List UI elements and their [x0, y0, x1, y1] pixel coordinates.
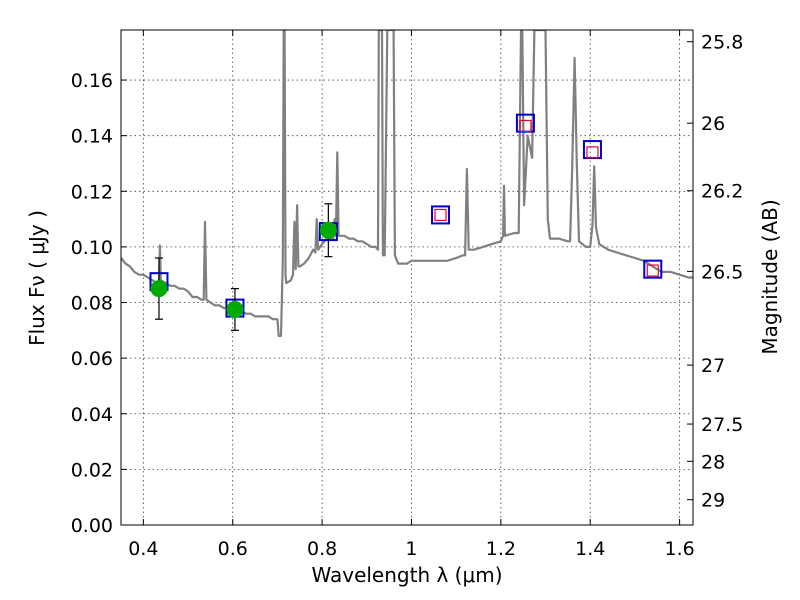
mag-tick-label: 29: [701, 490, 725, 512]
upper-limit-square: [434, 208, 447, 222]
x-axis-label: Wavelength λ (μm): [311, 563, 502, 587]
spectrum-layer: [121, 30, 693, 337]
observed-point: [150, 280, 168, 298]
y-tick-label: 0.08: [71, 293, 113, 315]
y-tick-label: 0.06: [71, 348, 113, 370]
spectrum-line: [121, 30, 693, 337]
y-axis-label: Flux Fν ( μJy ): [25, 210, 49, 346]
x-tick-label: 1: [405, 538, 417, 560]
upper-limit-square: [586, 146, 599, 159]
mag-tick-label: 26.2: [701, 181, 743, 203]
plot-frame: [120, 29, 694, 526]
mag-tick-label: 27: [701, 355, 725, 377]
x-tick-label: 0.4: [128, 538, 158, 560]
observed-point: [226, 300, 244, 318]
upper-limit-square: [646, 264, 659, 277]
x-tick-label: 0.6: [218, 538, 248, 560]
mag-tick-label: 28: [701, 451, 725, 473]
mag-tick-label: 26: [701, 113, 725, 135]
y-axis-right-label: Magnitude (AB): [758, 199, 782, 354]
model-photometry-square: [643, 259, 663, 279]
marker-layer: [149, 113, 663, 331]
y-tick-label: 0.00: [71, 515, 113, 537]
model-photometry-square: [431, 205, 451, 225]
x-tick-label: 1.2: [486, 538, 516, 560]
y-tick-label: 0.02: [71, 459, 113, 481]
y-tick-label: 0.04: [71, 404, 113, 426]
x-tick-label: 1.6: [664, 538, 694, 560]
y-tick-label: 0.16: [71, 70, 113, 92]
grid-layer: [121, 30, 693, 526]
observed-point: [319, 221, 337, 239]
mag-tick-label: 27.5: [701, 414, 743, 436]
tick-layer: 0.4 0.6 0.8 1 1.2 1.4 1.6 0.00 0.02 0.04 0.06 0.08 0…: [71, 30, 743, 560]
y-tick-label: 0.12: [71, 181, 113, 203]
mag-tick-label: 25.8: [701, 32, 743, 54]
x-tick-label: 1.4: [575, 538, 605, 560]
mag-tick-label: 26.5: [701, 261, 743, 283]
upper-limit-square: [519, 119, 532, 133]
y-tick-label: 0.10: [71, 237, 113, 259]
x-tick-label: 0.8: [307, 538, 337, 560]
y-tick-label: 0.14: [71, 126, 113, 148]
